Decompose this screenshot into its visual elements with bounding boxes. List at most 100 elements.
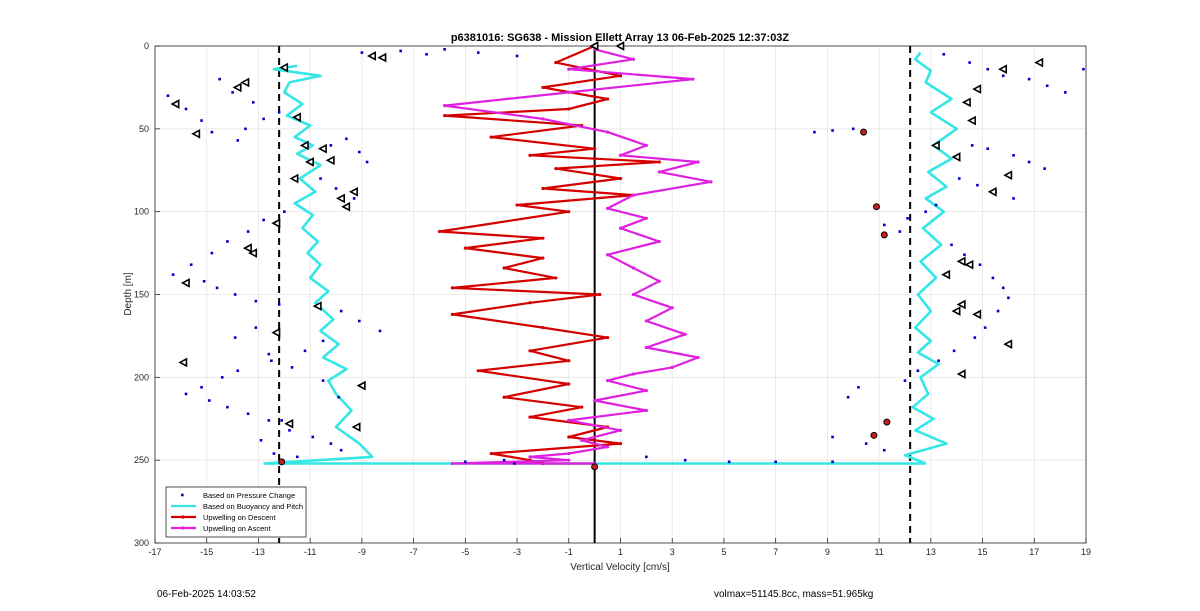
- series-point-upwelling-on-ascent: [631, 57, 636, 61]
- series-point-upwelling-on-ascent: [528, 455, 532, 459]
- triangle-marker: [180, 278, 190, 288]
- pressure-change-point: [1043, 167, 1046, 170]
- triangle-marker: [956, 256, 966, 267]
- pressure-change-point: [267, 352, 271, 356]
- x-tick-label: -11: [304, 547, 316, 557]
- series-line-upwelling-on-descent: [438, 44, 661, 465]
- pressure-change-point: [345, 137, 348, 141]
- series-point-upwelling-on-descent: [541, 256, 545, 260]
- triangle-marker: [325, 155, 335, 166]
- y-tick-label: 0: [144, 41, 149, 51]
- pressure-change-point: [906, 216, 909, 220]
- pressure-change-point: [857, 385, 860, 389]
- series-point-upwelling-on-descent: [502, 395, 506, 399]
- triangle-marker: [956, 369, 966, 379]
- pressure-change-point: [358, 150, 361, 154]
- pressure-change-point: [378, 329, 382, 333]
- pressure-change-point: [321, 339, 325, 343]
- triangle-marker: [967, 115, 977, 126]
- series-point-upwelling-on-ascent: [644, 408, 648, 413]
- pressure-change-point: [513, 462, 516, 465]
- series-point-upwelling-on-descent: [554, 166, 558, 171]
- pressure-change-point: [937, 359, 940, 363]
- series-point-upwelling-on-ascent: [644, 345, 648, 350]
- x-tick-label: 9: [825, 547, 830, 557]
- legend-label-upwelling-on-descent: Upwelling on Descent: [203, 513, 276, 522]
- triangle-marker: [299, 140, 309, 151]
- pressure-change-point: [200, 385, 203, 389]
- pressure-change-point: [813, 130, 816, 134]
- series-point-upwelling-on-descent: [528, 153, 532, 157]
- pressure-change-point: [996, 309, 1000, 313]
- series-point-upwelling-on-ascent: [605, 445, 610, 449]
- series-point-upwelling-on-ascent: [644, 216, 648, 220]
- series-point-upwelling-on-ascent: [657, 239, 661, 244]
- series-point-upwelling-on-ascent: [567, 458, 571, 462]
- pressure-change-point: [311, 435, 315, 439]
- triangle-marker: [271, 327, 281, 338]
- pressure-change-point: [215, 286, 219, 290]
- legend-label-upwelling-on-ascent: Upwelling on Ascent: [203, 524, 271, 533]
- triangle-marker: [284, 418, 294, 429]
- legend: Based on Pressure Change Based on Buoyanc…: [165, 486, 307, 538]
- chart-title: p6381016: SG638 - Mission Ellett Array 1…: [451, 32, 790, 44]
- series-point-upwelling-on-descent: [554, 276, 558, 280]
- pressure-change-point: [283, 210, 286, 213]
- series-line-based-on-buoyancy-and-pitch: [263, 64, 374, 465]
- series-point-upwelling-on-ascent: [541, 117, 545, 121]
- pressure-change-point: [683, 458, 687, 462]
- pressure-change-point: [968, 61, 971, 64]
- y-tick-label: 200: [134, 372, 149, 382]
- triangle-marker: [191, 128, 201, 139]
- series-point-upwelling-on-ascent: [605, 379, 610, 383]
- series-point-upwelling-on-ascent: [709, 180, 713, 184]
- pressure-change-point: [957, 177, 961, 180]
- legend-swatch-dot-upwelling-on-ascent: [181, 526, 185, 530]
- series-point-upwelling-on-descent: [567, 382, 571, 386]
- x-tick-label: -15: [200, 547, 213, 557]
- pressure-change-point: [233, 336, 237, 339]
- x-tick-label: 7: [773, 547, 778, 557]
- pressure-change-point: [903, 379, 907, 382]
- pressure-change-point: [288, 429, 291, 432]
- pressure-change-point: [319, 177, 322, 180]
- triangle-marker: [964, 259, 974, 270]
- series-point-upwelling-on-ascent: [618, 226, 623, 230]
- series-point-upwelling-on-descent: [463, 246, 467, 250]
- pressure-change-point: [882, 223, 886, 227]
- pressure-change-point: [254, 326, 258, 329]
- series-point-upwelling-on-descent: [567, 107, 571, 111]
- pressure-change-point: [339, 448, 343, 452]
- pressure-change-point: [254, 299, 258, 303]
- pressure-change-point: [208, 399, 211, 402]
- triangle-marker: [351, 422, 361, 432]
- series-point-upwelling-on-ascent: [631, 266, 636, 270]
- pressure-change-point: [184, 392, 188, 396]
- legend-swatch-dot-upwelling-on-descent: [181, 515, 185, 519]
- series-point-upwelling-on-descent: [528, 301, 532, 305]
- series-point-upwelling-on-descent: [605, 335, 610, 340]
- series-point-upwelling-on-ascent: [605, 206, 610, 210]
- pressure-change-point: [259, 438, 263, 442]
- pressure-change-point: [986, 147, 990, 151]
- series-point-upwelling-on-ascent: [567, 67, 571, 71]
- x-tick-label: 5: [721, 547, 726, 557]
- pressure-change-point: [963, 253, 966, 257]
- pressure-change-point: [262, 117, 265, 121]
- series-point-upwelling-on-ascent: [696, 160, 700, 164]
- triangle-marker: [972, 309, 982, 320]
- triangle-marker: [348, 186, 358, 197]
- triangle-marker: [1003, 170, 1013, 181]
- pressure-change-point: [774, 460, 777, 464]
- x-axis-label: Vertical Velocity [cm/s]: [570, 562, 670, 573]
- triangle-marker: [961, 97, 971, 108]
- pressure-change-point: [200, 119, 203, 122]
- pressure-change-point: [846, 395, 850, 399]
- series-point-upwelling-on-ascent: [567, 418, 571, 423]
- series-point-upwelling-on-ascent: [644, 143, 648, 147]
- triangle-marker: [289, 173, 299, 184]
- pressure-change-point: [934, 203, 938, 207]
- x-tick-label: -9: [358, 547, 366, 557]
- pressure-change-point: [898, 230, 902, 233]
